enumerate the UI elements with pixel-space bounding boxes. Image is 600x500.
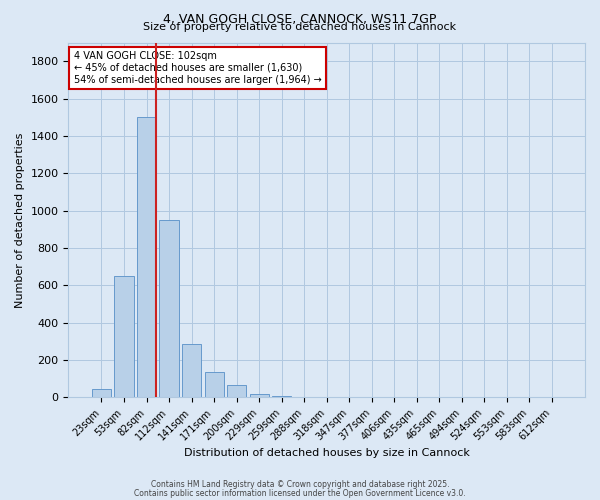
Text: Size of property relative to detached houses in Cannock: Size of property relative to detached ho… [143, 22, 457, 32]
Text: Contains HM Land Registry data © Crown copyright and database right 2025.: Contains HM Land Registry data © Crown c… [151, 480, 449, 489]
Text: 4, VAN GOGH CLOSE, CANNOCK, WS11 7GP: 4, VAN GOGH CLOSE, CANNOCK, WS11 7GP [163, 12, 437, 26]
Bar [295, 396, 314, 398]
Bar [92, 389, 111, 398]
Bar [182, 344, 201, 398]
Text: Contains public sector information licensed under the Open Government Licence v3: Contains public sector information licen… [134, 488, 466, 498]
Bar [160, 220, 179, 398]
Bar [115, 276, 134, 398]
Bar [227, 385, 246, 398]
Y-axis label: Number of detached properties: Number of detached properties [15, 132, 25, 308]
Text: 4 VAN GOGH CLOSE: 102sqm
← 45% of detached houses are smaller (1,630)
54% of sem: 4 VAN GOGH CLOSE: 102sqm ← 45% of detach… [74, 52, 322, 84]
Bar [137, 117, 156, 398]
Bar [205, 372, 224, 398]
X-axis label: Distribution of detached houses by size in Cannock: Distribution of detached houses by size … [184, 448, 470, 458]
Bar [272, 396, 291, 398]
Bar [250, 394, 269, 398]
